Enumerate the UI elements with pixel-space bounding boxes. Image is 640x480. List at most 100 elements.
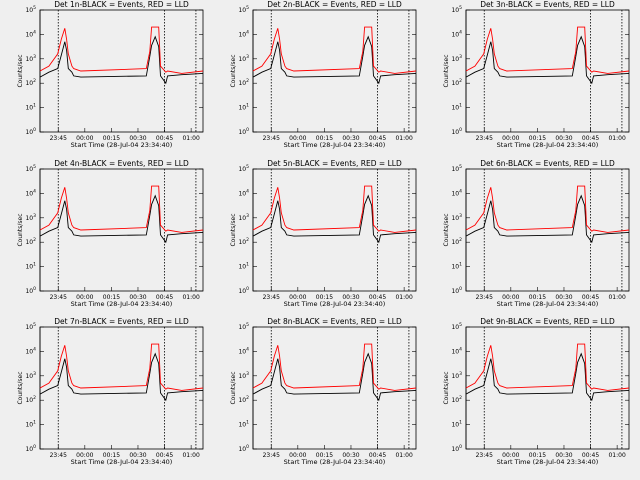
series-line-lld bbox=[39, 343, 204, 391]
y-tick-label: 104 bbox=[25, 29, 36, 38]
panel-title: Det 9n-BLACK = Events, RED = LLD bbox=[480, 317, 615, 326]
series-line-lld bbox=[39, 185, 204, 233]
x-tick-label: 00:00 bbox=[76, 294, 93, 301]
panel-title: Det 2n-BLACK = Events, RED = LLD bbox=[267, 0, 402, 9]
x-axis-label: Start Time (28-Jul-04 23:34:40) bbox=[71, 141, 173, 149]
y-axis-label: Counts/sec bbox=[17, 213, 24, 246]
y-tick-label: 103 bbox=[238, 54, 249, 63]
y-tick-label: 105 bbox=[238, 5, 249, 14]
y-tick-label: 102 bbox=[238, 78, 249, 87]
y-tick-label: 100 bbox=[451, 127, 462, 136]
x-tick-label: 00:45 bbox=[582, 135, 599, 142]
detector-panel-2: Det 2n-BLACK = Events, RED = LLD 105 104 10… bbox=[230, 0, 417, 149]
y-tick-label: 104 bbox=[25, 188, 36, 197]
y-tick-label: 105 bbox=[25, 164, 36, 173]
series-line-lld bbox=[39, 26, 204, 74]
x-tick-label: 00:30 bbox=[342, 452, 359, 459]
x-tick-label: 01:00 bbox=[395, 294, 412, 301]
y-tick-label: 102 bbox=[25, 395, 36, 404]
series-line-events bbox=[465, 352, 630, 402]
x-tick-label: 00:15 bbox=[103, 135, 120, 142]
x-axis-label: Start Time (28-Jul-04 23:34:40) bbox=[284, 458, 386, 466]
y-tick-label: 105 bbox=[451, 5, 462, 14]
series-line-lld bbox=[465, 185, 630, 233]
x-tick-label: 00:45 bbox=[582, 452, 599, 459]
y-axis-label: Counts/sec bbox=[17, 54, 24, 87]
x-tick-label: 00:00 bbox=[289, 452, 306, 459]
y-tick-label: 105 bbox=[451, 322, 462, 331]
x-tick-label: 23:45 bbox=[50, 452, 67, 459]
y-axis-label: Counts/sec bbox=[230, 54, 237, 87]
y-tick-label: 102 bbox=[451, 395, 462, 404]
x-tick-label: 23:45 bbox=[476, 135, 493, 142]
x-tick-label: 01:00 bbox=[182, 294, 199, 301]
y-tick-label: 103 bbox=[238, 371, 249, 380]
detector-panel-3: Det 3n-BLACK = Events, RED = LLD 105 104 10… bbox=[443, 0, 630, 149]
y-tick-label: 105 bbox=[25, 322, 36, 331]
x-tick-label: 00:45 bbox=[369, 294, 386, 301]
y-tick-label: 102 bbox=[451, 237, 462, 246]
y-tick-label: 100 bbox=[25, 444, 36, 453]
x-tick-label: 01:00 bbox=[608, 135, 625, 142]
y-tick-label: 102 bbox=[25, 78, 36, 87]
x-tick-label: 00:45 bbox=[156, 294, 173, 301]
x-tick-label: 23:45 bbox=[50, 294, 67, 301]
x-axis-label: Start Time (28-Jul-04 23:34:40) bbox=[284, 141, 386, 149]
y-tick-label: 105 bbox=[238, 322, 249, 331]
y-tick-label: 104 bbox=[25, 346, 36, 355]
x-tick-label: 00:15 bbox=[316, 135, 333, 142]
y-tick-label: 102 bbox=[451, 78, 462, 87]
y-tick-label: 101 bbox=[451, 420, 462, 429]
panel-title: Det 8n-BLACK = Events, RED = LLD bbox=[267, 317, 402, 326]
y-tick-label: 104 bbox=[451, 29, 462, 38]
x-tick-label: 00:00 bbox=[502, 294, 519, 301]
y-tick-label: 102 bbox=[238, 395, 249, 404]
x-tick-label: 00:15 bbox=[529, 294, 546, 301]
x-axis-label: Start Time (28-Jul-04 23:34:40) bbox=[497, 300, 599, 308]
x-tick-label: 00:00 bbox=[76, 452, 93, 459]
x-tick-label: 00:30 bbox=[129, 452, 146, 459]
series-line-lld bbox=[252, 185, 417, 233]
x-tick-label: 23:45 bbox=[263, 135, 280, 142]
detector-panel-6: Det 6n-BLACK = Events, RED = LLD 105 104 10… bbox=[443, 159, 630, 308]
y-axis-label: Counts/sec bbox=[230, 213, 237, 246]
y-tick-label: 101 bbox=[238, 420, 249, 429]
series-line-events bbox=[252, 35, 417, 85]
y-tick-label: 100 bbox=[451, 444, 462, 453]
y-tick-label: 103 bbox=[451, 54, 462, 63]
y-tick-label: 101 bbox=[238, 103, 249, 112]
series-line-lld bbox=[465, 343, 630, 391]
x-tick-label: 23:45 bbox=[476, 294, 493, 301]
y-axis-label: Counts/sec bbox=[443, 54, 450, 87]
y-tick-label: 100 bbox=[238, 127, 249, 136]
series-line-lld bbox=[252, 343, 417, 391]
panel-title: Det 1n-BLACK = Events, RED = LLD bbox=[54, 0, 189, 9]
y-tick-label: 100 bbox=[238, 444, 249, 453]
series-line-events bbox=[465, 35, 630, 85]
y-tick-label: 104 bbox=[238, 188, 249, 197]
series-line-events bbox=[39, 352, 204, 402]
x-axis-label: Start Time (28-Jul-04 23:34:40) bbox=[71, 300, 173, 308]
x-tick-label: 00:15 bbox=[103, 294, 120, 301]
detector-panel-9: Det 9n-BLACK = Events, RED = LLD 105 104 10… bbox=[443, 317, 630, 466]
x-tick-label: 23:45 bbox=[263, 452, 280, 459]
series-line-events bbox=[252, 194, 417, 244]
x-tick-label: 01:00 bbox=[608, 452, 625, 459]
x-tick-label: 23:45 bbox=[476, 452, 493, 459]
series-line-lld bbox=[465, 26, 630, 74]
x-tick-label: 00:30 bbox=[342, 294, 359, 301]
panel-title: Det 4n-BLACK = Events, RED = LLD bbox=[54, 159, 189, 168]
panel-title: Det 5n-BLACK = Events, RED = LLD bbox=[267, 159, 402, 168]
x-tick-label: 01:00 bbox=[395, 452, 412, 459]
detector-panel-1: Det 1n-BLACK = Events, RED = LLD 105 104 10… bbox=[17, 0, 204, 149]
y-tick-label: 104 bbox=[238, 346, 249, 355]
x-tick-label: 00:45 bbox=[369, 135, 386, 142]
x-tick-label: 00:45 bbox=[156, 452, 173, 459]
panel-title: Det 6n-BLACK = Events, RED = LLD bbox=[480, 159, 615, 168]
y-tick-label: 102 bbox=[25, 237, 36, 246]
x-tick-label: 00:00 bbox=[502, 135, 519, 142]
y-tick-label: 100 bbox=[25, 286, 36, 295]
y-tick-label: 105 bbox=[25, 5, 36, 14]
detector-panel-7: Det 7n-BLACK = Events, RED = LLD 105 104 10… bbox=[17, 317, 204, 466]
